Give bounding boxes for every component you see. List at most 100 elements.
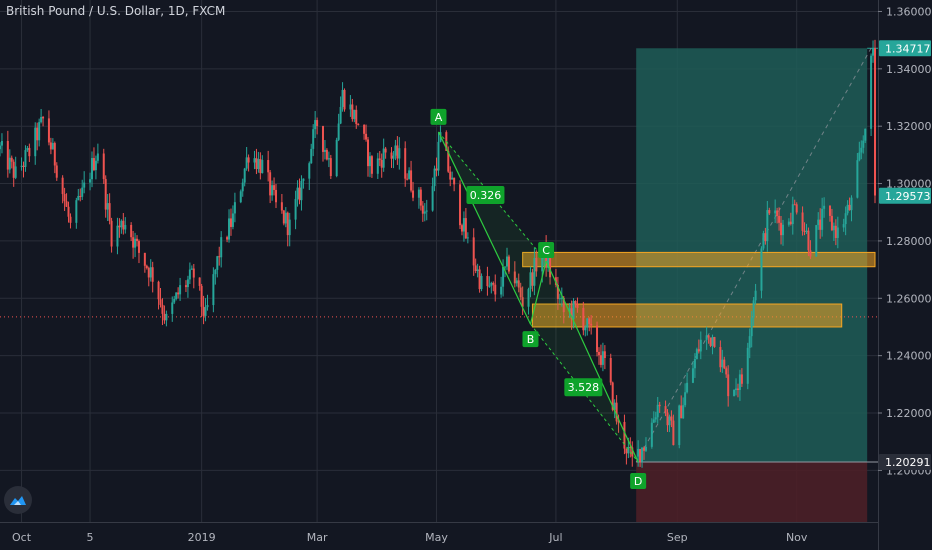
- candle-body: [535, 257, 538, 272]
- candle-body: [423, 211, 426, 214]
- harmonic-pattern[interactable]: A B C D 0.326 3.528: [430, 108, 647, 490]
- candle-body: [357, 124, 360, 126]
- candle-body: [707, 335, 710, 338]
- candle-body: [192, 268, 195, 278]
- candle-body: [740, 374, 743, 384]
- candle-body: [239, 191, 242, 203]
- candle-body: [748, 336, 751, 348]
- candle-body: [173, 298, 176, 303]
- candle-body: [298, 187, 301, 201]
- candle-body: [243, 168, 246, 183]
- candle-body: [198, 277, 201, 286]
- candle-body: [143, 252, 146, 266]
- candle-body: [527, 289, 530, 307]
- zone-rect-1[interactable]: [522, 251, 876, 268]
- candle-body: [308, 163, 311, 179]
- candle-body: [118, 225, 121, 228]
- candle-body: [832, 225, 835, 231]
- candle-body: [67, 206, 70, 217]
- candle-body: [200, 285, 203, 307]
- point-label-a[interactable]: A: [435, 111, 443, 124]
- candle-body: [91, 158, 94, 180]
- point-label-c[interactable]: C: [542, 244, 550, 257]
- candle-body: [104, 179, 107, 210]
- candle-body: [92, 158, 95, 171]
- price-tick-label: 1.36000: [886, 5, 932, 18]
- candle-body: [644, 446, 647, 451]
- loss-zone[interactable]: [636, 462, 868, 522]
- ratio-label-bg: [466, 186, 505, 205]
- candle-body: [819, 219, 822, 230]
- price-tick-label: 1.34000: [886, 63, 932, 76]
- candle-body: [719, 347, 722, 368]
- candle-body: [615, 402, 618, 422]
- candle-body: [231, 213, 234, 227]
- candle-body: [269, 172, 272, 196]
- candle-body: [363, 125, 366, 134]
- candle-body: [10, 157, 13, 162]
- candle-body: [599, 355, 602, 365]
- candle-body: [738, 374, 741, 390]
- candle-body: [353, 109, 356, 120]
- candle-body: [682, 405, 685, 419]
- point-label-d[interactable]: D: [634, 475, 642, 488]
- zone-rect-2[interactable]: [531, 303, 843, 328]
- ratio-label[interactable]: 0.326: [470, 189, 502, 202]
- price-axis[interactable]: 1.36000 1.34000 1.32000 1.30000 1.28000 1.260…: [878, 0, 932, 550]
- candle-body: [26, 147, 29, 151]
- candle-body: [435, 168, 438, 171]
- candle-body: [562, 297, 565, 313]
- candle-body: [488, 285, 491, 287]
- price-tick-label: 1.22000: [886, 407, 932, 420]
- candle-body: [780, 222, 783, 236]
- candle-body: [625, 448, 628, 454]
- candle-body: [586, 318, 589, 328]
- tradingview-logo[interactable]: [4, 486, 32, 514]
- candle-body: [6, 140, 9, 170]
- candle-body: [603, 351, 606, 359]
- candle-body: [94, 160, 97, 171]
- candle-body: [584, 327, 587, 331]
- candle-body: [314, 120, 317, 130]
- candle-body: [137, 241, 140, 253]
- candle-body: [233, 202, 236, 214]
- candle-body: [14, 166, 17, 178]
- candle-body: [122, 220, 125, 230]
- candle-body: [229, 218, 232, 227]
- candle-body: [447, 150, 450, 172]
- candle-body: [617, 421, 620, 423]
- candle-body: [102, 153, 105, 180]
- candle-body: [394, 145, 397, 156]
- candle-body: [656, 404, 659, 418]
- candle-body: [380, 159, 383, 168]
- candle-body: [711, 337, 714, 346]
- candle-body: [502, 266, 505, 287]
- candle-body: [678, 405, 681, 446]
- candle-body: [815, 225, 818, 257]
- candle-body: [0, 145, 1, 150]
- candle-body: [549, 256, 552, 278]
- ratio-label[interactable]: 3.528: [568, 381, 600, 394]
- candle-body: [368, 156, 371, 167]
- price-tick-label: 1.26000: [886, 292, 932, 305]
- candle-body: [713, 337, 716, 348]
- candle-body: [500, 286, 503, 295]
- time-axis[interactable]: Oct 5 2019 Mar May Jul Sep Nov: [0, 522, 878, 545]
- candle-body: [206, 305, 209, 308]
- candle-body: [842, 224, 845, 228]
- candle-body: [609, 358, 612, 383]
- point-label-b[interactable]: B: [527, 333, 535, 346]
- candle-body: [650, 422, 653, 447]
- candle-body: [408, 170, 411, 179]
- candle-body: [392, 155, 395, 159]
- candle-body: [384, 148, 387, 153]
- supply-demand-zones[interactable]: [522, 251, 876, 328]
- candle-body: [190, 268, 193, 270]
- candle-body: [349, 104, 352, 110]
- candle-body: [382, 148, 385, 168]
- candle-body: [870, 55, 873, 129]
- candle-body: [721, 359, 724, 368]
- candle-body: [417, 189, 420, 198]
- candle-body: [858, 152, 861, 161]
